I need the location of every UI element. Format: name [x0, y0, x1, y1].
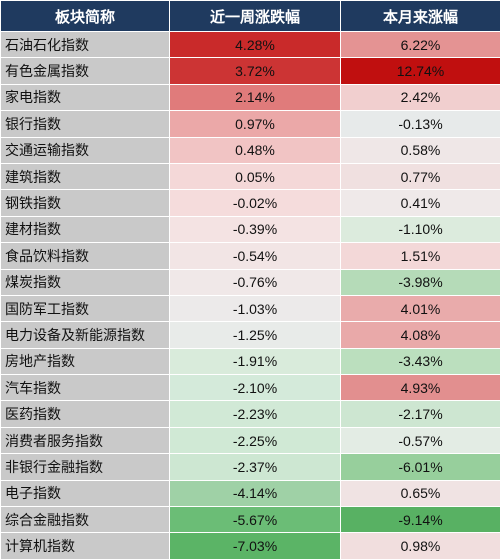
sector-name-cell: 银行指数: [1, 111, 170, 137]
month-change-cell: 0.58%: [341, 137, 500, 163]
week-change-cell: -1.25%: [170, 322, 341, 348]
sector-name-cell: 消费者服务指数: [1, 427, 170, 453]
table-row: 食品饮料指数-0.54%1.51%: [1, 243, 500, 269]
table-row: 建材指数-0.39%-1.10%: [1, 216, 500, 242]
week-change-cell: -0.39%: [170, 216, 341, 242]
sector-name-cell: 交通运输指数: [1, 137, 170, 163]
week-change-cell: -2.25%: [170, 427, 341, 453]
header-sector-name: 板块简称: [1, 1, 170, 32]
month-change-cell: 0.41%: [341, 190, 500, 216]
month-change-cell: 12.74%: [341, 58, 500, 84]
table-row: 综合金融指数-5.67%-9.14%: [1, 507, 500, 533]
sector-name-cell: 有色金属指数: [1, 58, 170, 84]
week-change-cell: -2.10%: [170, 375, 341, 401]
sector-name-cell: 石油石化指数: [1, 32, 170, 58]
month-change-cell: -2.17%: [341, 401, 500, 427]
table-row: 钢铁指数-0.02%0.41%: [1, 190, 500, 216]
week-change-cell: -5.67%: [170, 507, 341, 533]
sector-name-cell: 建筑指数: [1, 163, 170, 189]
sector-name-cell: 国防军工指数: [1, 295, 170, 321]
week-change-cell: -0.02%: [170, 190, 341, 216]
week-change-cell: 0.05%: [170, 163, 341, 189]
month-change-cell: 4.01%: [341, 295, 500, 321]
sector-name-cell: 钢铁指数: [1, 190, 170, 216]
week-change-cell: -1.03%: [170, 295, 341, 321]
week-change-cell: 3.72%: [170, 58, 341, 84]
sector-name-cell: 综合金融指数: [1, 507, 170, 533]
week-change-cell: -0.76%: [170, 269, 341, 295]
table-row: 消费者服务指数-2.25%-0.57%: [1, 427, 500, 453]
table-row: 电子指数-4.14%0.65%: [1, 480, 500, 506]
month-change-cell: -0.13%: [341, 111, 500, 137]
month-change-cell: 4.08%: [341, 322, 500, 348]
sector-name-cell: 非银行金融指数: [1, 454, 170, 480]
week-change-cell: -4.14%: [170, 480, 341, 506]
month-change-cell: 0.98%: [341, 533, 500, 559]
week-change-cell: -7.03%: [170, 533, 341, 559]
sector-name-cell: 煤炭指数: [1, 269, 170, 295]
month-change-cell: 0.77%: [341, 163, 500, 189]
sector-name-cell: 食品饮料指数: [1, 243, 170, 269]
table-row: 房地产指数-1.91%-3.43%: [1, 348, 500, 374]
month-change-cell: 2.42%: [341, 84, 500, 110]
month-change-cell: -3.43%: [341, 348, 500, 374]
week-change-cell: -1.91%: [170, 348, 341, 374]
table-row: 非银行金融指数-2.37%-6.01%: [1, 454, 500, 480]
header-week-change: 近一周涨跌幅: [170, 1, 341, 32]
week-change-cell: 0.48%: [170, 137, 341, 163]
table-row: 国防军工指数-1.03%4.01%: [1, 295, 500, 321]
week-change-cell: 4.28%: [170, 32, 341, 58]
week-change-cell: 0.97%: [170, 111, 341, 137]
table-row: 医药指数-2.23%-2.17%: [1, 401, 500, 427]
sector-name-cell: 建材指数: [1, 216, 170, 242]
month-change-cell: 0.65%: [341, 480, 500, 506]
month-change-cell: 1.51%: [341, 243, 500, 269]
week-change-cell: -2.23%: [170, 401, 341, 427]
month-change-cell: -6.01%: [341, 454, 500, 480]
month-change-cell: -3.98%: [341, 269, 500, 295]
sector-name-cell: 医药指数: [1, 401, 170, 427]
sector-name-cell: 房地产指数: [1, 348, 170, 374]
table-row: 电力设备及新能源指数-1.25%4.08%: [1, 322, 500, 348]
month-change-cell: 4.93%: [341, 375, 500, 401]
month-change-cell: -0.57%: [341, 427, 500, 453]
month-change-cell: -9.14%: [341, 507, 500, 533]
week-change-cell: -2.37%: [170, 454, 341, 480]
week-change-cell: 2.14%: [170, 84, 341, 110]
sector-name-cell: 电子指数: [1, 480, 170, 506]
sector-name-cell: 家电指数: [1, 84, 170, 110]
table-row: 计算机指数-7.03%0.98%: [1, 533, 500, 559]
header-row: 板块简称 近一周涨跌幅 本月来涨幅: [1, 1, 500, 32]
header-month-change: 本月来涨幅: [341, 1, 500, 32]
month-change-cell: -1.10%: [341, 216, 500, 242]
table-row: 煤炭指数-0.76%-3.98%: [1, 269, 500, 295]
week-change-cell: -0.54%: [170, 243, 341, 269]
month-change-cell: 6.22%: [341, 32, 500, 58]
sector-name-cell: 电力设备及新能源指数: [1, 322, 170, 348]
sector-name-cell: 计算机指数: [1, 533, 170, 559]
table-row: 汽车指数-2.10%4.93%: [1, 375, 500, 401]
sector-name-cell: 汽车指数: [1, 375, 170, 401]
